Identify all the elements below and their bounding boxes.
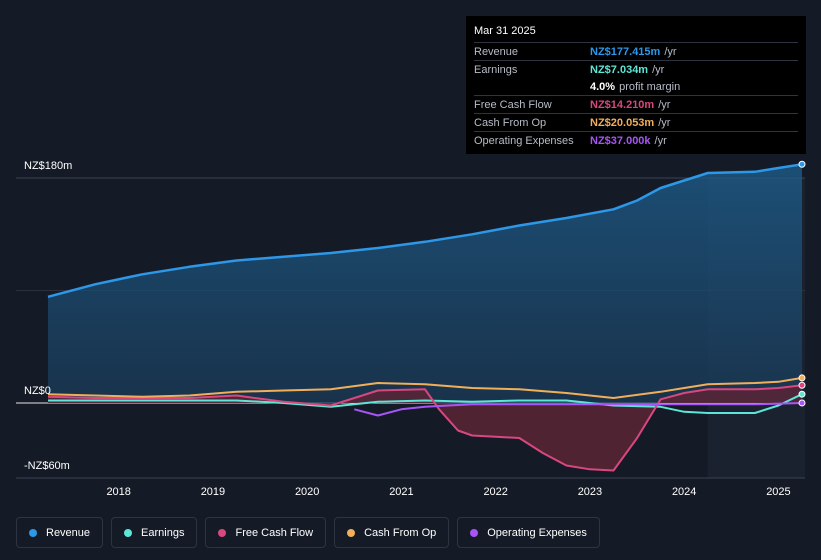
tooltip-value: NZ$20.053m (590, 116, 655, 129)
series-lines (47, 163, 803, 472)
tooltip-label: Cash From Op (474, 116, 547, 129)
tooltip-value: NZ$177.415m (590, 45, 661, 58)
series-endpoint-free-cash-flow (798, 381, 806, 389)
tooltip-row-earnings: Earnings NZ$7.034m /yr (474, 60, 798, 78)
tooltip-value: 4.0% (590, 80, 616, 93)
x-tick-label: 2022 (483, 486, 507, 498)
x-tick-label: 2020 (295, 486, 319, 498)
tooltip-row-profit-margin: 4.0% profit margin (474, 78, 798, 95)
legend-item-free-cash-flow[interactable]: Free Cash Flow (205, 517, 327, 548)
y-axis-labels: NZ$180m NZ$0 -NZ$60m (24, 160, 72, 472)
legend-label: Revenue (46, 526, 91, 539)
tooltip-value: NZ$37.000k (590, 134, 651, 147)
x-tick-label: 2023 (578, 486, 602, 498)
tooltip-row-operating-expenses: Operating Expenses NZ$37.000k /yr (474, 131, 798, 149)
legend-dot-icon (470, 528, 479, 537)
series-line-earnings (48, 393, 803, 414)
x-tick-label: 2025 (766, 486, 790, 498)
y-tick-label: NZ$180m (24, 160, 72, 172)
legend-label: Earnings (141, 526, 185, 539)
tooltip-value: NZ$7.034m (590, 63, 649, 76)
legend: Revenue Earnings Free Cash Flow Cash Fro… (16, 517, 600, 548)
legend-dot-icon (218, 528, 227, 537)
series-endpoint-earnings (798, 390, 806, 398)
legend-item-earnings[interactable]: Earnings (111, 517, 198, 548)
legend-label: Cash From Op (364, 526, 437, 539)
tooltip-label: Free Cash Flow (474, 98, 552, 111)
x-tick-label: 2024 (672, 486, 696, 498)
tooltip-date: Mar 31 2025 (474, 25, 536, 37)
series-line-revenue (47, 163, 803, 299)
series-endpoint-operating-expenses (798, 399, 806, 407)
series-endpoints (798, 160, 806, 407)
y-tick-label: -NZ$60m (24, 460, 70, 472)
series-line-free-cash-flow (47, 384, 803, 472)
series-line-operating-expenses (354, 402, 803, 417)
tooltip-value: NZ$14.210m (590, 98, 655, 111)
x-tick-label: 2018 (106, 486, 130, 498)
y-tick-label: NZ$0 (24, 385, 51, 397)
series-endpoint-cash-from-op (798, 374, 806, 382)
tooltip-label: Revenue (474, 45, 519, 58)
legend-label: Operating Expenses (487, 526, 587, 539)
tooltip-unit: /yr (658, 116, 671, 129)
tooltip-row-revenue: Revenue NZ$177.415m /yr (474, 42, 798, 60)
tooltip-row-cash-from-op: Cash From Op NZ$20.053m /yr (474, 113, 798, 131)
x-axis-labels: 2018 2019 2020 2021 2022 2023 2024 2025 (106, 486, 790, 498)
legend-item-cash-from-op[interactable]: Cash From Op (334, 517, 450, 548)
series-area-free-cash-flow (48, 385, 802, 471)
x-tick-label: 2021 (389, 486, 413, 498)
series-areas (48, 164, 802, 471)
legend-dot-icon (29, 528, 37, 537)
series-line-cash-from-op (47, 376, 803, 399)
tooltip-label: Operating Expenses (474, 134, 574, 147)
tooltip-row-free-cash-flow: Free Cash Flow NZ$14.210m /yr (474, 95, 798, 113)
x-tick-label: 2019 (201, 486, 225, 498)
legend-label: Free Cash Flow (235, 526, 314, 539)
tooltip-unit: /yr (654, 134, 667, 147)
legend-item-operating-expenses[interactable]: Operating Expenses (457, 517, 600, 548)
tooltip-label: Earnings (474, 63, 518, 76)
series-endpoint-revenue (798, 160, 806, 168)
legend-item-revenue[interactable]: Revenue (16, 517, 104, 548)
legend-dot-icon (347, 528, 356, 537)
tooltip-panel: Mar 31 2025 Revenue NZ$177.415m /yr Earn… (466, 16, 806, 154)
tooltip-unit: /yr (652, 63, 665, 76)
legend-dot-icon (124, 528, 133, 537)
series-area-revenue (48, 164, 802, 403)
tooltip-unit: profit margin (619, 80, 681, 93)
tooltip-unit: /yr (664, 45, 677, 58)
tooltip-unit: /yr (658, 98, 671, 111)
